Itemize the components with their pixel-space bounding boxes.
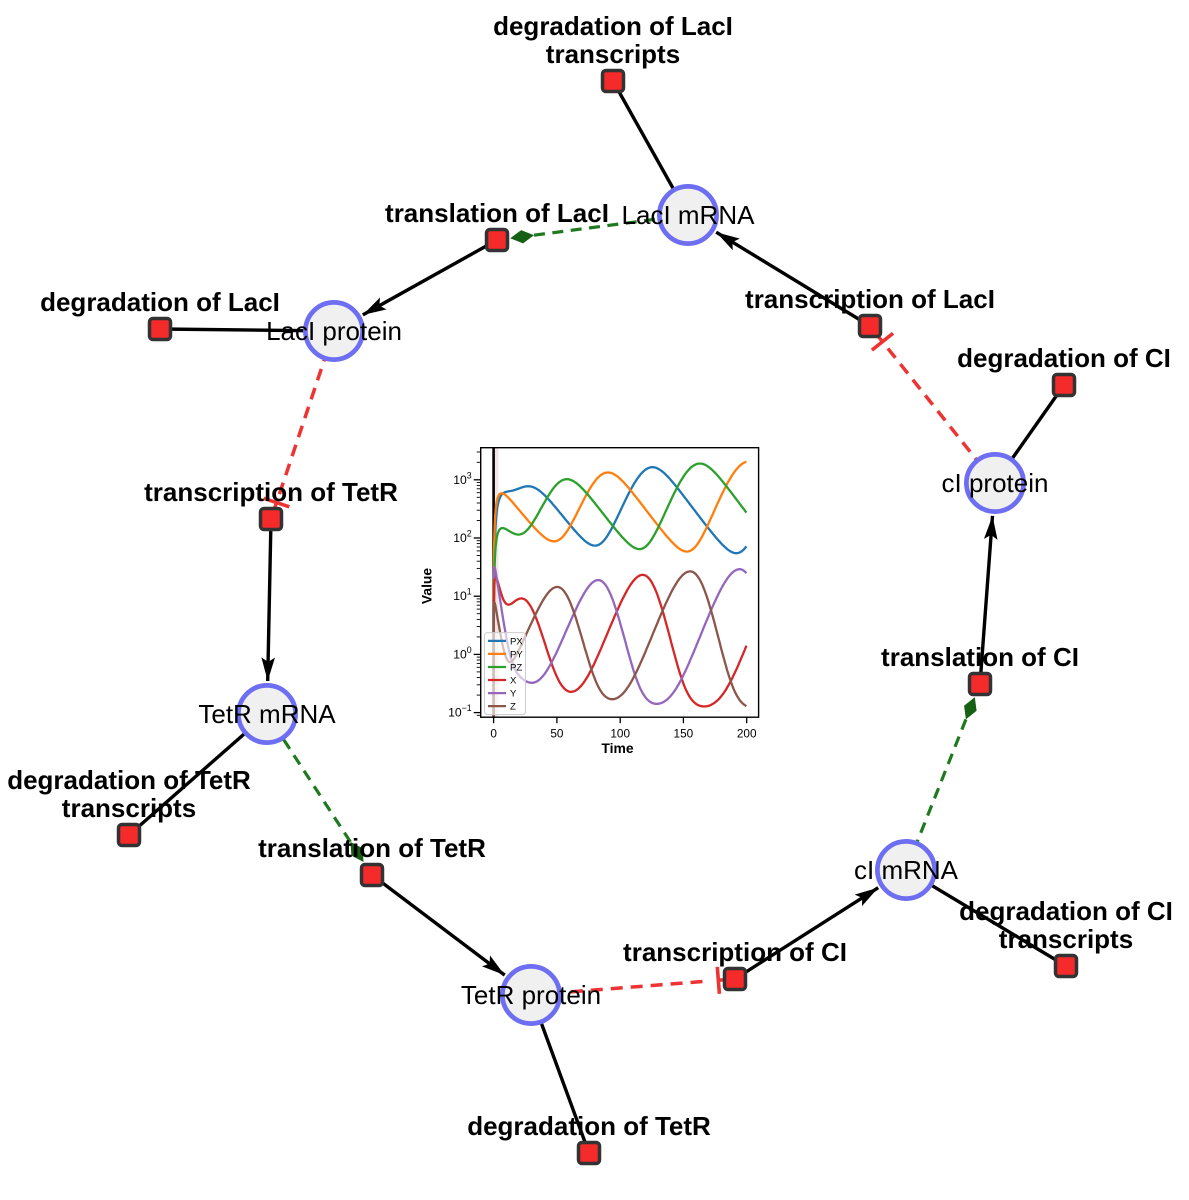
svg-text:translation of CI: translation of CI <box>881 642 1079 672</box>
svg-text:102: 102 <box>453 529 472 546</box>
svg-text:10−1: 10−1 <box>448 703 472 720</box>
svg-text:100: 100 <box>610 727 630 741</box>
svg-text:transcription of LacI: transcription of LacI <box>745 284 995 314</box>
svg-text:cI protein: cI protein <box>942 468 1049 498</box>
svg-text:transcripts: transcripts <box>62 793 196 823</box>
svg-text:Z: Z <box>510 702 516 713</box>
svg-text:PY: PY <box>510 649 523 660</box>
svg-text:translation of LacI: translation of LacI <box>385 198 609 228</box>
svg-text:101: 101 <box>453 587 472 604</box>
svg-text:Time: Time <box>601 740 633 756</box>
svg-text:translation of TetR: translation of TetR <box>258 833 486 863</box>
svg-text:100: 100 <box>453 645 472 662</box>
svg-text:cI mRNA: cI mRNA <box>854 855 959 885</box>
svg-text:TetR mRNA: TetR mRNA <box>198 699 336 729</box>
svg-text:LacI mRNA: LacI mRNA <box>622 200 756 230</box>
svg-text:PZ: PZ <box>510 663 522 674</box>
svg-text:X: X <box>510 676 517 687</box>
svg-text:Y: Y <box>510 689 517 700</box>
svg-text:PX: PX <box>510 636 523 647</box>
svg-text:200: 200 <box>737 727 757 741</box>
svg-text:0: 0 <box>490 727 497 741</box>
svg-text:transcription of CI: transcription of CI <box>623 937 847 967</box>
svg-text:TetR protein: TetR protein <box>461 980 601 1010</box>
svg-text:degradation of CI: degradation of CI <box>957 343 1171 373</box>
svg-text:degradation of LacI: degradation of LacI <box>40 287 280 317</box>
svg-text:degradation of LacI: degradation of LacI <box>493 11 733 41</box>
svg-text:transcripts: transcripts <box>999 924 1133 954</box>
svg-text:degradation of TetR: degradation of TetR <box>467 1111 711 1141</box>
svg-text:transcripts: transcripts <box>546 39 680 69</box>
svg-text:103: 103 <box>453 470 472 487</box>
svg-text:transcription of TetR: transcription of TetR <box>144 477 398 507</box>
svg-text:Value: Value <box>419 568 435 605</box>
svg-text:LacI protein: LacI protein <box>266 316 402 346</box>
svg-text:50: 50 <box>550 727 564 741</box>
svg-text:degradation of TetR: degradation of TetR <box>7 765 251 795</box>
svg-text:degradation of CI: degradation of CI <box>959 896 1173 926</box>
svg-text:150: 150 <box>674 727 694 741</box>
